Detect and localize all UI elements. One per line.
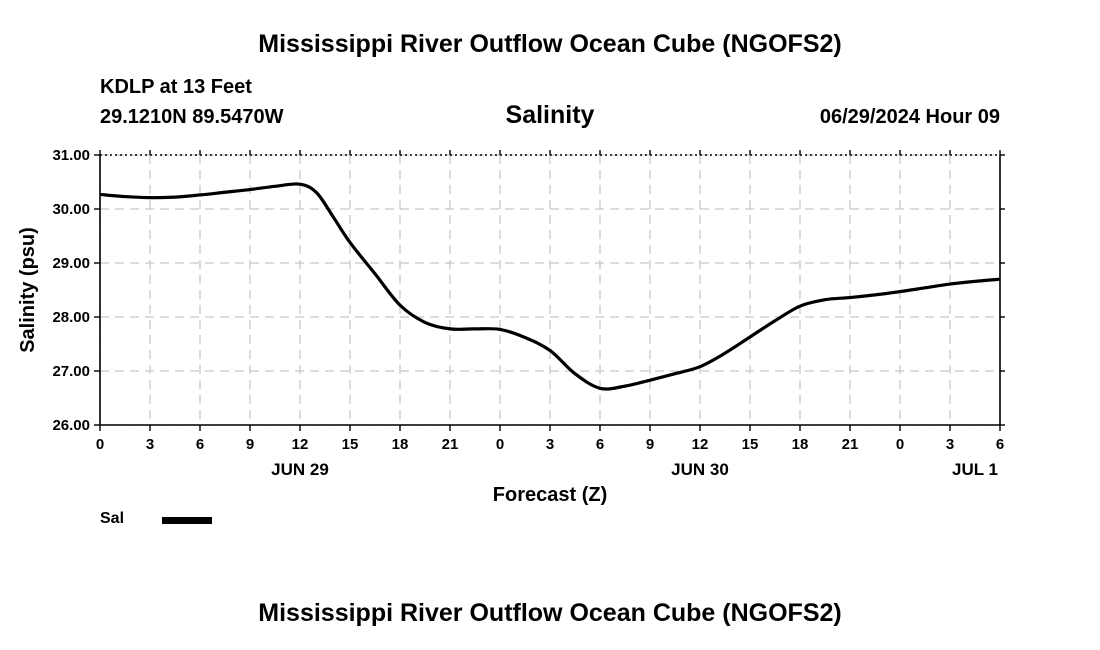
station-label: KDLP at 13 Feet: [100, 76, 252, 98]
series-line-sal: [99, 182, 1001, 391]
x-tick-label: 0: [496, 436, 504, 453]
x-tick-label: 0: [96, 436, 104, 453]
x-tick-label: 18: [392, 436, 409, 453]
legend-swatch: [162, 517, 212, 524]
x-tick-label: 12: [692, 436, 709, 453]
x-tick-label: 9: [246, 436, 254, 453]
y-tick-label: 26.00: [52, 417, 90, 434]
x-tick-label: 3: [146, 436, 154, 453]
chart-title: Mississippi River Outflow Ocean Cube (NG…: [258, 30, 842, 58]
x-tick-label: 6: [196, 436, 204, 453]
y-tick-label: 28.00: [52, 309, 90, 326]
parameter-title: Salinity: [505, 101, 595, 129]
x-tick-label: 21: [442, 436, 459, 453]
x-tick-label: 6: [596, 436, 604, 453]
series-layer: [99, 182, 1001, 391]
x-tick-label: 15: [342, 436, 359, 453]
forecast-datetime: 06/29/2024 Hour 09: [819, 106, 1000, 128]
y-tick-label: 27.00: [52, 363, 90, 380]
legend-label: Sal: [100, 510, 125, 527]
x-tick-label: 9: [646, 436, 654, 453]
x-tick-label: 6: [996, 436, 1004, 453]
x-axis-title: Forecast (Z): [493, 484, 607, 506]
day-label: JUN 29: [271, 460, 329, 479]
x-tick-label: 21: [842, 436, 859, 453]
axes: [94, 150, 1005, 431]
x-tick-label: 12: [292, 436, 309, 453]
y-axis-title: Salinity (psu): [17, 227, 39, 353]
station-coordinates: 29.1210N 89.5470W: [100, 106, 284, 128]
x-tick-label: 0: [896, 436, 904, 453]
day-label: JUN 30: [671, 460, 729, 479]
x-tick-label: 3: [546, 436, 554, 453]
x-tick-label: 18: [792, 436, 809, 453]
footer-title: Mississippi River Outflow Ocean Cube (NG…: [258, 599, 842, 627]
day-label: JUL 1: [952, 460, 998, 479]
x-tick-label: 3: [946, 436, 954, 453]
x-tick-label: 15: [742, 436, 759, 453]
y-tick-label: 31.00: [52, 147, 90, 164]
axis-labels: 0 3 6 9 12 15 18 21 0 3 6 9 12 15 18 21 0 3 6 26.00 27.00 28.…: [17, 147, 1004, 506]
grid: [99, 154, 1001, 426]
y-tick-label: 29.00: [52, 255, 90, 272]
y-tick-label: 30.00: [52, 201, 90, 218]
